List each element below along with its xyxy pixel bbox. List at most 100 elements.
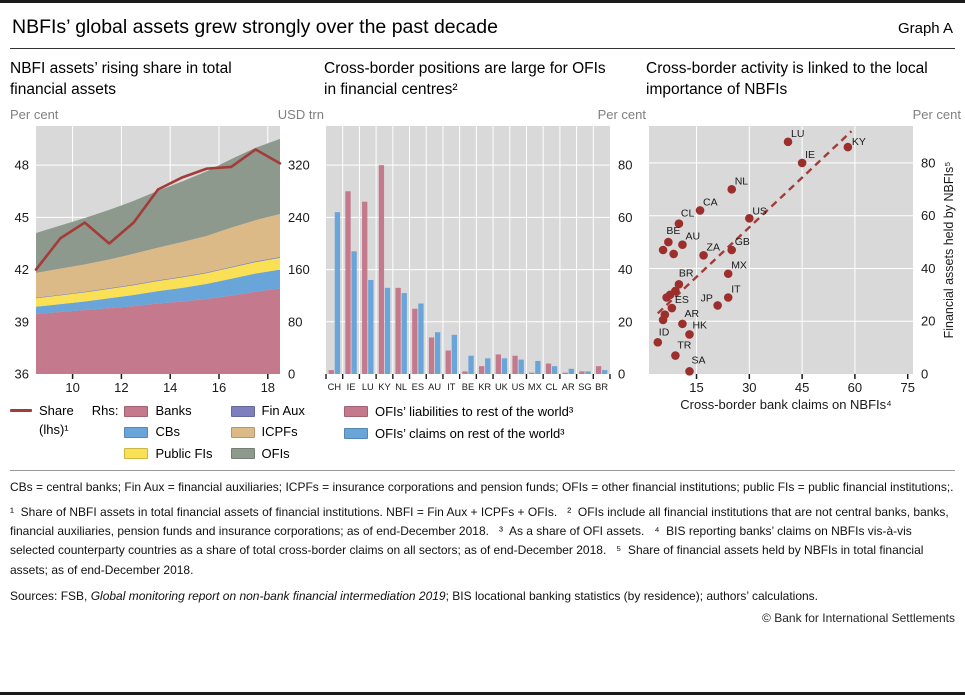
panel1-legend: Share (lhs)¹ Rhs: Banks Fin Aux CBs ICPF… — [10, 403, 324, 461]
share-label-line2: (lhs)¹ — [39, 422, 69, 438]
bar-claims-LU — [368, 280, 374, 374]
bar-liabilities-UK — [495, 354, 502, 374]
legend-item-icpfs: ICPFs — [230, 424, 305, 440]
dot-AU — [678, 240, 687, 250]
text: 36 — [15, 367, 29, 382]
text: 42 — [15, 262, 29, 277]
bar-liabilities-BE — [462, 371, 468, 374]
area-icpfs — [36, 213, 280, 298]
definitions-text: CBs = central banks; Fin Aux = financial… — [10, 479, 954, 494]
panel-nbfi-share: NBFI assets’ rising share in total finan… — [10, 56, 324, 461]
text: 40 — [921, 261, 935, 276]
bar-claims-MX — [535, 360, 541, 374]
text: 60 — [921, 208, 935, 223]
trend-line — [656, 130, 853, 315]
bar-liabilities-IE — [345, 191, 351, 374]
text: 39 — [15, 314, 29, 329]
text: IE — [347, 382, 356, 392]
ofis-label: OFIs — [261, 445, 290, 461]
text: KY — [378, 382, 390, 392]
text: 30 — [742, 380, 756, 395]
bar-claims-BE — [468, 355, 474, 374]
bar-claims-ES — [418, 303, 424, 374]
bar-liabilities-KY — [378, 165, 385, 374]
banks-swatch — [124, 405, 149, 417]
bar-claims-AU — [434, 332, 441, 374]
text: AR — [684, 308, 699, 320]
bottom-rule — [0, 692, 965, 695]
bar-claims-NL — [401, 293, 407, 374]
text: CH — [328, 382, 341, 392]
text: MX — [731, 260, 747, 272]
legend-rhs-items: Banks Fin Aux CBs ICPFs Public FIs OFIs — [124, 403, 305, 461]
bar-claims-KY — [384, 287, 391, 374]
text: HK — [692, 319, 707, 331]
liabilities-swatch — [344, 406, 368, 417]
text: NL — [395, 382, 407, 392]
bar-liabilities-LU — [362, 201, 368, 374]
text: KR — [478, 382, 491, 392]
finaux-label: Fin Aux — [261, 403, 305, 418]
legend-item-claims: OFIs’ claims on rest of the world³ — [344, 426, 646, 441]
text: 12 — [114, 380, 128, 395]
graph-label: Graph A — [897, 20, 953, 37]
footnotes-text: ¹ Share of NBFI assets in total financia… — [10, 505, 953, 577]
text: TR — [677, 340, 691, 352]
text: ZA — [707, 241, 720, 253]
graph-title: NBFIs’ global assets grew strongly over … — [12, 16, 498, 38]
legend-item-finaux: Fin Aux — [230, 403, 305, 418]
panel3-unit-row: Per cent — [646, 107, 961, 123]
text: 48 — [15, 158, 29, 173]
text: ID — [659, 326, 670, 338]
grouped-bar-chart: CH IE LU KY NL ES AU IT BE KR UK US MX CL AR SG BR 0 20 40 6… — [325, 126, 632, 392]
dot-MX — [723, 269, 733, 279]
text: CL — [546, 382, 558, 392]
panel2-unit-row: Per cent — [324, 107, 646, 123]
bar-claims-AR — [568, 368, 574, 374]
cbs-swatch — [124, 426, 149, 438]
area-banks — [36, 288, 280, 374]
text: 160 — [288, 262, 310, 277]
legend-share-item: Share (lhs)¹ — [10, 403, 74, 461]
text: MX — [528, 382, 542, 392]
panel2-title: Cross-border positions are large for OFI… — [324, 60, 606, 99]
text: BR — [595, 382, 608, 392]
panel1-unit-left-label: Per cent — [10, 107, 59, 122]
dot-IT — [723, 293, 733, 302]
dot-GB — [727, 245, 737, 255]
bar-liabilities-NL — [395, 287, 401, 374]
text: 10 — [65, 380, 79, 395]
icpfs-swatch — [230, 426, 255, 438]
text: 45 — [795, 380, 809, 395]
bar-liabilities-US — [512, 355, 518, 374]
dot-KY — [843, 142, 853, 152]
text: ES — [412, 382, 424, 392]
text: IE — [805, 149, 815, 161]
bar-liabilities-MX — [529, 372, 535, 374]
legend-item-banks: Banks — [124, 403, 212, 418]
claims-label: OFIs’ claims on rest of the world³ — [375, 426, 565, 441]
cbs-label: CBs — [155, 424, 180, 440]
scatter-chart: 15 30 45 60 75 LU KY IE NL CA CL US BE AU ZA GB MX BR IT JP… — [649, 126, 956, 395]
sources-suffix: ; BIS locational banking statistics (by … — [445, 588, 818, 603]
bar-claims-UK — [501, 358, 508, 374]
bar-liabilities-AU — [428, 337, 435, 374]
text: 80 — [921, 155, 935, 170]
area-ofis — [36, 138, 280, 273]
bar-claims-IT — [451, 334, 457, 374]
text: AU — [685, 231, 700, 243]
panel1-title: NBFI assets’ rising share in total finan… — [10, 60, 232, 99]
text: 14 — [163, 380, 177, 395]
text: 15 — [689, 380, 703, 395]
text: SA — [691, 354, 705, 366]
icpfs-label: ICPFs — [261, 424, 298, 440]
finaux-swatch — [230, 405, 255, 417]
publicfis-swatch — [124, 448, 149, 460]
dot-HK — [685, 330, 694, 339]
text: 16 — [212, 380, 226, 395]
banks-label: Banks — [155, 403, 192, 418]
bar-claims-CH — [334, 212, 341, 374]
text: JP — [701, 292, 713, 304]
text: AU — [428, 382, 441, 392]
